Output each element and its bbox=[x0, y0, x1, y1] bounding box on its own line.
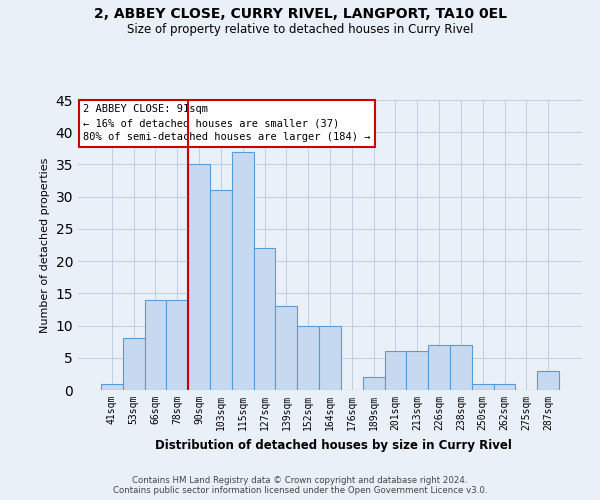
Bar bbox=[319, 326, 341, 390]
Text: 2, ABBEY CLOSE, CURRY RIVEL, LANGPORT, TA10 0EL: 2, ABBEY CLOSE, CURRY RIVEL, LANGPORT, T… bbox=[94, 8, 506, 22]
Bar bbox=[472, 384, 494, 390]
Bar bbox=[188, 164, 210, 390]
Bar bbox=[166, 300, 188, 390]
Bar bbox=[275, 306, 297, 390]
Y-axis label: Number of detached properties: Number of detached properties bbox=[40, 158, 50, 332]
Text: Size of property relative to detached houses in Curry Rivel: Size of property relative to detached ho… bbox=[127, 22, 473, 36]
Text: 2 ABBEY CLOSE: 91sqm
← 16% of detached houses are smaller (37)
80% of semi-detac: 2 ABBEY CLOSE: 91sqm ← 16% of detached h… bbox=[83, 104, 371, 142]
Bar bbox=[210, 190, 232, 390]
Bar bbox=[232, 152, 254, 390]
Bar bbox=[101, 384, 123, 390]
Bar bbox=[254, 248, 275, 390]
Text: Contains HM Land Registry data © Crown copyright and database right 2024.
Contai: Contains HM Land Registry data © Crown c… bbox=[113, 476, 487, 495]
Bar bbox=[537, 370, 559, 390]
Bar bbox=[297, 326, 319, 390]
Bar bbox=[406, 352, 428, 390]
Bar bbox=[428, 345, 450, 390]
Bar bbox=[363, 377, 385, 390]
Bar bbox=[145, 300, 166, 390]
Bar bbox=[494, 384, 515, 390]
Bar bbox=[385, 352, 406, 390]
Bar bbox=[123, 338, 145, 390]
Text: Distribution of detached houses by size in Curry Rivel: Distribution of detached houses by size … bbox=[155, 440, 511, 452]
Bar bbox=[450, 345, 472, 390]
